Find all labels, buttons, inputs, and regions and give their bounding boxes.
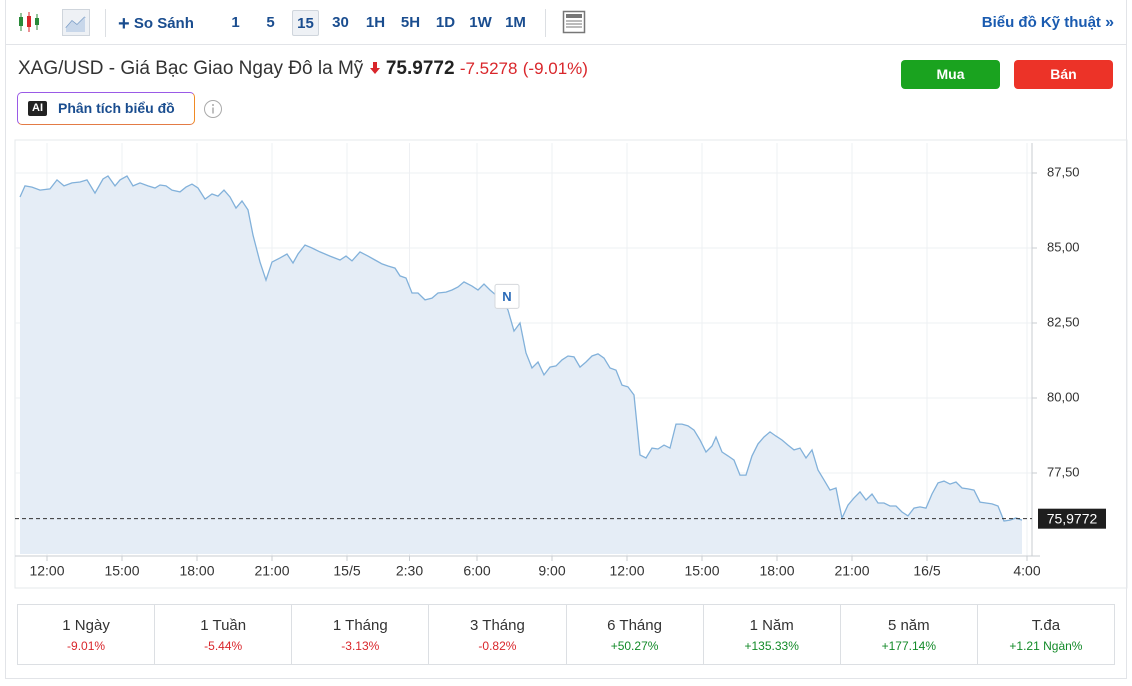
news-marker-label: N	[502, 289, 511, 304]
interval-button[interactable]: 1H	[365, 14, 386, 31]
last-price-tag	[1038, 508, 1106, 529]
x-tick-label: 18:00	[179, 563, 214, 579]
interval-button[interactable]: 1M	[505, 14, 526, 31]
instrument-title: XAG/USD - Giá Bạc Giao Ngay Đô la Mỹ	[18, 58, 364, 79]
x-tick-label: 12:00	[609, 563, 644, 579]
performance-cell: 1 Ngày -9.01%	[18, 605, 156, 664]
x-tick-label: 21:00	[834, 563, 869, 579]
layout-icon[interactable]	[562, 10, 586, 34]
period-label: T.đa	[1031, 617, 1061, 634]
period-label: 1 Ngày	[62, 617, 110, 634]
performance-cell: 1 Tháng -3.13%	[292, 605, 430, 664]
buy-button[interactable]: Mua	[901, 60, 1000, 89]
interval-button[interactable]: 1W	[469, 14, 492, 31]
price-area	[20, 176, 1022, 554]
performance-cell: 6 Tháng +50.27%	[567, 605, 704, 664]
y-tick-label: 87,50	[1047, 164, 1080, 179]
down-arrow	[369, 62, 380, 74]
period-change: -0.82%	[478, 639, 517, 653]
x-tick-label: 16/5	[913, 563, 940, 579]
period-label: 5 năm	[887, 617, 930, 634]
toolbar: + So Sánh 1 5 15 30 1H 5H 1D 1W 1M Biểu đồ Kỹ th…	[6, 0, 1127, 45]
x-tick-label: 4:00	[1013, 563, 1040, 579]
chart-frame	[14, 139, 1128, 589]
sell-button[interactable]: Bán	[1014, 60, 1113, 89]
interval-button[interactable]: 1D	[435, 14, 456, 31]
technical-chart-link[interactable]: Biểu đồ Kỹ thuật »	[981, 14, 1114, 31]
technical-label: Biểu đồ Kỹ thuật	[981, 14, 1101, 31]
ai-badge: AI	[28, 101, 47, 116]
compare-button[interactable]: + So Sánh	[118, 13, 194, 35]
compare-label: So Sánh	[133, 15, 194, 32]
y-tick-label: 77,50	[1047, 464, 1080, 479]
period-label: 6 Tháng	[607, 617, 662, 634]
performance-cell: 5 năm +177.14%	[841, 605, 978, 664]
performance-cell: 1 Năm +135.33%	[704, 605, 841, 664]
ai-analysis-label: Phân tích biểu đồ	[58, 100, 175, 116]
interval-button[interactable]: 5	[266, 14, 275, 31]
period-change: +177.14%	[881, 639, 936, 653]
x-tick-label: 15/5	[333, 563, 360, 579]
y-tick-label: 80,00	[1047, 389, 1080, 404]
instrument-header: XAG/USD - Giá Bạc Giao Ngay Đô la Mỹ 75.…	[18, 58, 588, 80]
performance-table: 1 Ngày -9.01% 1 Tuần -5.44% 1 Tháng -3.13% 3 T…	[17, 604, 1115, 665]
period-label: 1 Tháng	[332, 617, 388, 634]
period-change: +135.33%	[744, 639, 799, 653]
x-tick-label: 15:00	[104, 563, 139, 579]
x-tick-label: 12:00	[29, 563, 64, 579]
performance-cell: T.đa +1.21 Ngàn%	[978, 605, 1114, 664]
price-change-pct: (-9.01%)	[522, 59, 588, 78]
x-tick-label: 15:00	[684, 563, 719, 579]
last-price-label: 75,9772	[1047, 510, 1098, 526]
interval-button[interactable]: 15	[292, 10, 319, 36]
price-line	[19, 175, 1023, 522]
period-change: +1.21 Ngàn%	[1009, 639, 1083, 653]
period-change: -5.44%	[204, 639, 243, 653]
x-tick-label: 21:00	[254, 563, 289, 579]
interval-button[interactable]: 1	[231, 14, 240, 31]
performance-cell: 3 Tháng -0.82%	[429, 605, 567, 664]
period-change: -9.01%	[67, 639, 106, 653]
news-marker	[494, 283, 520, 309]
interval-button[interactable]: 30	[332, 14, 349, 31]
x-tick-label: 6:00	[463, 563, 490, 579]
period-change: +50.27%	[610, 639, 659, 653]
x-tick-label: 9:00	[538, 563, 565, 579]
ai-analysis-button[interactable]: AI Phân tích biểu đồ	[17, 92, 195, 125]
period-label: 3 Tháng	[470, 617, 525, 634]
period-change: -3.13%	[341, 639, 380, 653]
info-icon[interactable]	[203, 99, 223, 119]
chart: Investing.com 12:0015:0018:0021:0015/52:…	[14, 139, 1128, 589]
candle-icon[interactable]	[16, 10, 42, 34]
price-change: -7.5278	[459, 59, 518, 78]
y-tick-label: 85,00	[1047, 239, 1080, 254]
x-tick-label: 2:30	[396, 563, 423, 579]
interval-button[interactable]: 5H	[400, 14, 421, 31]
last-price: 75.9772	[385, 58, 455, 79]
line-chart-icon[interactable]	[62, 9, 90, 36]
performance-cell: 1 Tuần -5.44%	[155, 605, 293, 664]
period-label: 1 Tuần	[200, 617, 247, 634]
y-tick-label: 82,50	[1047, 314, 1080, 329]
interval-group: 1 5 15 30 1H 5H 1D 1W 1M	[218, 10, 533, 36]
x-tick-label: 18:00	[759, 563, 794, 579]
period-label: 1 Năm	[749, 617, 794, 634]
